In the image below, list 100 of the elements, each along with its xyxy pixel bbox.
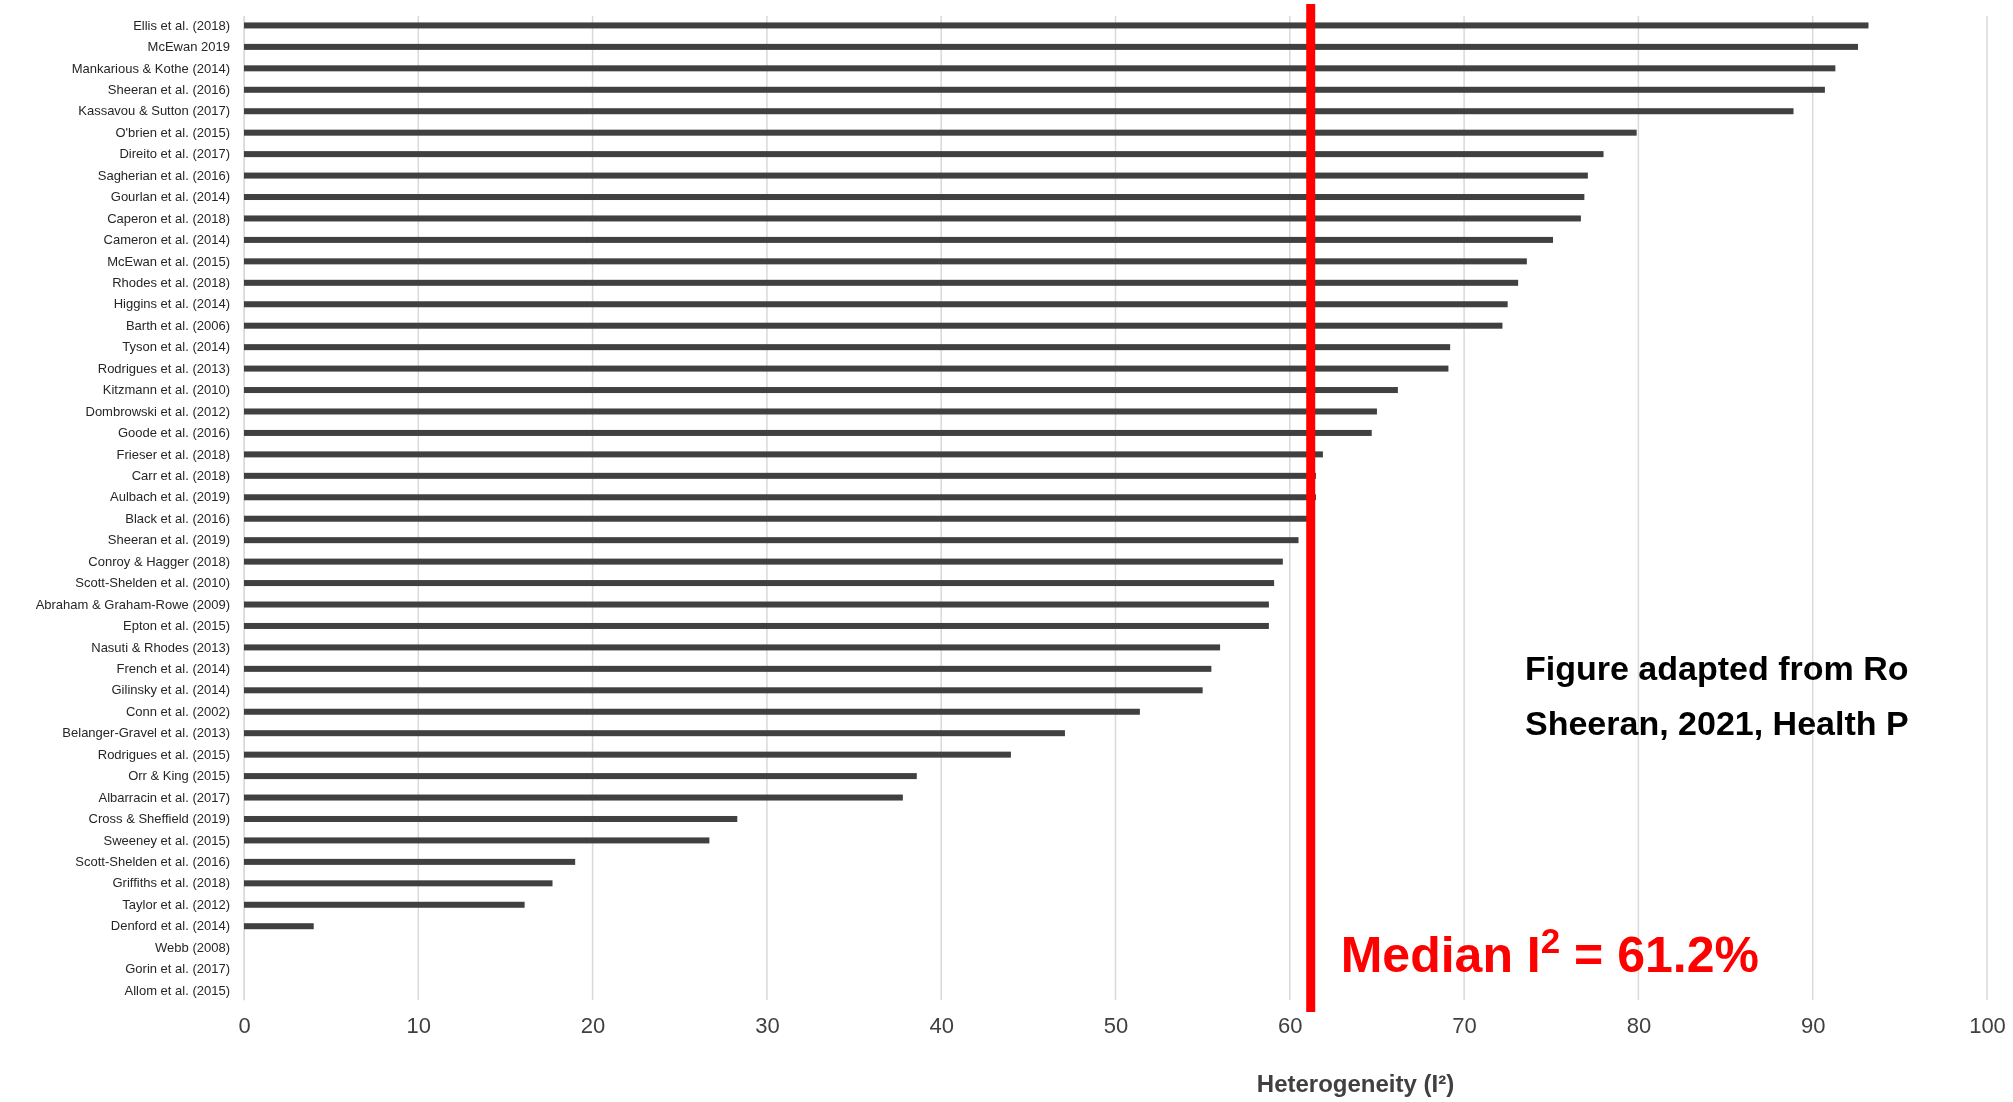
bar bbox=[244, 451, 1323, 458]
y-tick-label: Albarracin et al. (2017) bbox=[98, 789, 230, 805]
bar bbox=[244, 494, 1316, 501]
bar bbox=[244, 751, 1011, 758]
y-tick-label: Rhodes et al. (2018) bbox=[112, 274, 230, 290]
bar bbox=[244, 858, 576, 865]
y-tick-label: Allom et al. (2015) bbox=[124, 982, 230, 998]
y-tick-label: Nasuti & Rhodes (2013) bbox=[91, 639, 230, 655]
bar bbox=[244, 258, 1527, 265]
y-tick-label: French et al. (2014) bbox=[116, 661, 230, 677]
y-tick-label: Frieser et al. (2018) bbox=[116, 446, 230, 462]
annotation: Sheeran, 2021, Health P bbox=[1525, 704, 1909, 742]
bar bbox=[244, 365, 1449, 372]
y-tick-label: Dombrowski et al. (2012) bbox=[85, 403, 230, 419]
y-tick-label: Orr & King (2015) bbox=[128, 768, 230, 784]
bar bbox=[244, 815, 738, 822]
y-tick-label: Abraham & Graham-Rowe (2009) bbox=[35, 596, 230, 612]
bar bbox=[244, 322, 1503, 329]
y-tick-label: Tyson et al. (2014) bbox=[122, 339, 230, 355]
y-tick-label: O'brien et al. (2015) bbox=[115, 124, 230, 140]
bar bbox=[244, 644, 1221, 651]
ref-line-label: Median I$^{2}$ = 61.2% bbox=[1340, 920, 1759, 983]
x-tick-label: 60 bbox=[1278, 1013, 1303, 1038]
bar bbox=[244, 472, 1316, 479]
bar bbox=[244, 279, 1519, 286]
bar bbox=[244, 558, 1283, 565]
bar bbox=[244, 708, 1140, 715]
y-tick-label: Cameron et al. (2014) bbox=[103, 232, 230, 248]
x-tick-label: 10 bbox=[406, 1013, 432, 1038]
bar bbox=[244, 687, 1203, 694]
bar bbox=[244, 923, 314, 930]
y-tick-label: Barth et al. (2006) bbox=[125, 317, 230, 333]
y-tick-label: Conroy & Hagger (2018) bbox=[88, 553, 230, 569]
y-tick-label: Goode et al. (2016) bbox=[117, 425, 230, 441]
y-tick-label: Griffiths et al. (2018) bbox=[112, 875, 230, 891]
bar bbox=[244, 22, 1869, 29]
y-tick-label: Rodrigues et al. (2013) bbox=[97, 360, 230, 376]
bar bbox=[244, 773, 917, 780]
y-tick-label: Cross & Sheffield (2019) bbox=[88, 811, 230, 827]
y-tick-label: Sweeney et al. (2015) bbox=[103, 832, 230, 848]
x-tick-label: 40 bbox=[929, 1013, 954, 1038]
y-tick-label: Taylor et al. (2012) bbox=[122, 896, 230, 912]
bar bbox=[244, 344, 1451, 351]
y-tick-label: Kitzmann et al. (2010) bbox=[102, 382, 230, 398]
bar bbox=[244, 665, 1212, 672]
x-tick-label: 30 bbox=[755, 1013, 780, 1038]
y-tick-label: Direito et al. (2017) bbox=[119, 146, 230, 162]
bar bbox=[244, 301, 1508, 308]
x-tick-label: 100 bbox=[1969, 1013, 2006, 1038]
x-tick-label: 70 bbox=[1452, 1013, 1477, 1038]
y-tick-label: Denford et al. (2014) bbox=[110, 918, 230, 934]
y-tick-label: Scott-Shelden et al. (2016) bbox=[75, 854, 230, 870]
y-tick-label: Sheeran et al. (2019) bbox=[107, 532, 230, 548]
x-tick-label: 80 bbox=[1626, 1013, 1652, 1038]
y-tick-label: McEwan et al. (2015) bbox=[107, 253, 230, 269]
y-tick-label: Sagherian et al. (2016) bbox=[97, 167, 230, 183]
y-tick-label: Conn et al. (2002) bbox=[125, 703, 230, 719]
y-tick-label: Mankarious & Kothe (2014) bbox=[71, 60, 230, 76]
bar bbox=[244, 86, 1825, 93]
bar bbox=[244, 65, 1836, 72]
bar bbox=[244, 429, 1372, 436]
y-tick-label: Epton et al. (2015) bbox=[123, 618, 230, 634]
x-tick-label: 20 bbox=[580, 1013, 606, 1038]
y-tick-label: Sheeran et al. (2016) bbox=[107, 81, 230, 97]
y-tick-label: Gourlan et al. (2014) bbox=[110, 189, 230, 205]
bar bbox=[244, 194, 1585, 201]
x-tick-label: 50 bbox=[1103, 1013, 1129, 1038]
bar bbox=[244, 794, 903, 801]
y-tick-label: Ellis et al. (2018) bbox=[133, 17, 230, 33]
bar bbox=[244, 515, 1308, 522]
y-tick-label: Carr et al. (2018) bbox=[131, 467, 230, 483]
y-tick-label: Gorin et al. (2017) bbox=[125, 961, 230, 977]
y-tick-label: Belanger-Gravel et al. (2013) bbox=[62, 725, 230, 741]
y-tick-label: Black et al. (2016) bbox=[125, 510, 230, 526]
bar bbox=[244, 236, 1553, 243]
bar bbox=[244, 387, 1398, 394]
bar bbox=[244, 215, 1581, 222]
bar bbox=[244, 129, 1637, 136]
y-tick-label: Higgins et al. (2014) bbox=[113, 296, 230, 312]
y-tick-label: Aulbach et al. (2019) bbox=[110, 489, 230, 505]
bar bbox=[244, 43, 1859, 50]
y-tick-label: Gilinsky et al. (2014) bbox=[111, 682, 230, 698]
y-tick-label: Scott-Shelden et al. (2010) bbox=[75, 575, 230, 591]
bar bbox=[244, 151, 1604, 158]
bar bbox=[244, 837, 710, 844]
bar bbox=[244, 622, 1269, 629]
bar bbox=[244, 580, 1275, 587]
y-tick-label: McEwan 2019 bbox=[147, 39, 230, 55]
bar bbox=[244, 108, 1794, 115]
bar bbox=[244, 537, 1299, 544]
y-tick-label: Caperon et al. (2018) bbox=[107, 210, 230, 226]
y-tick-label: Kassavou & Sutton (2017) bbox=[78, 103, 230, 119]
bar bbox=[244, 408, 1377, 415]
bar bbox=[244, 901, 525, 908]
bar bbox=[244, 172, 1588, 179]
annotation: Figure adapted from Ro bbox=[1525, 649, 1909, 687]
y-tick-label: Webb (2008) bbox=[155, 939, 230, 955]
x-tick-label: 90 bbox=[1800, 1013, 1826, 1038]
x-tick-label: 0 bbox=[238, 1013, 251, 1038]
bar bbox=[244, 730, 1065, 737]
